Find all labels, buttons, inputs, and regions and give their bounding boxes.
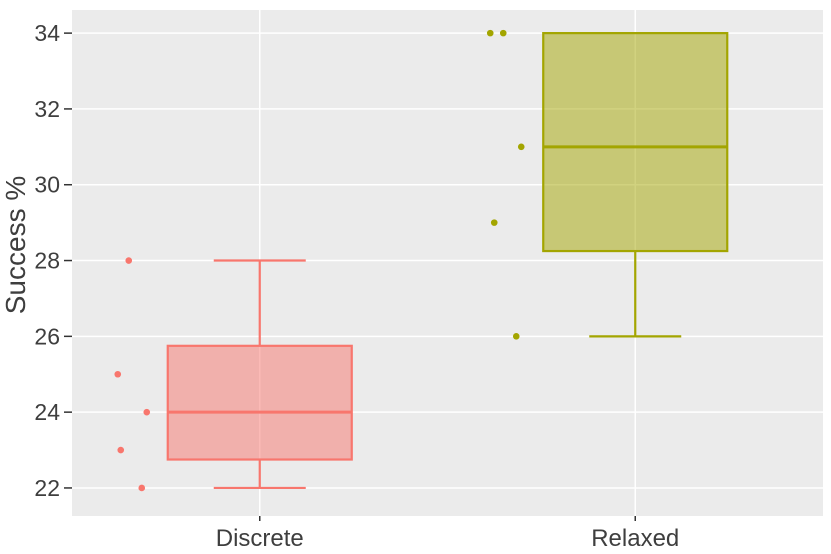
jitter-point — [490, 219, 498, 226]
chart-root: 22 24 26 28 30 32 34 Discrete Relaxed — [34, 10, 823, 552]
jitter-point — [512, 333, 520, 340]
y-tick-label: 30 — [34, 172, 60, 198]
jitter-point — [138, 484, 146, 492]
jitter-point — [486, 29, 494, 37]
jitter-point — [125, 257, 133, 264]
y-tick-label: 34 — [34, 20, 60, 46]
y-tick-label: 32 — [34, 96, 60, 122]
jitter-point — [143, 408, 151, 416]
jitter-point — [499, 29, 507, 37]
x-axis-label-discrete: Discrete — [216, 525, 304, 552]
y-tick-label: 26 — [34, 323, 60, 349]
y-tick-label: 24 — [34, 399, 60, 425]
jitter-point — [517, 143, 525, 151]
y-tick-label: 22 — [34, 475, 60, 501]
jitter-point — [114, 370, 122, 378]
x-axis-label-relaxed: Relaxed — [591, 525, 679, 552]
jitter-point — [117, 446, 125, 454]
y-tick-label: 28 — [34, 248, 60, 274]
box — [542, 32, 729, 253]
box-group-discrete — [114, 257, 353, 492]
y-axis-title: Success % — [0, 176, 31, 315]
box-group-relaxed — [486, 29, 729, 340]
box — [166, 344, 353, 461]
